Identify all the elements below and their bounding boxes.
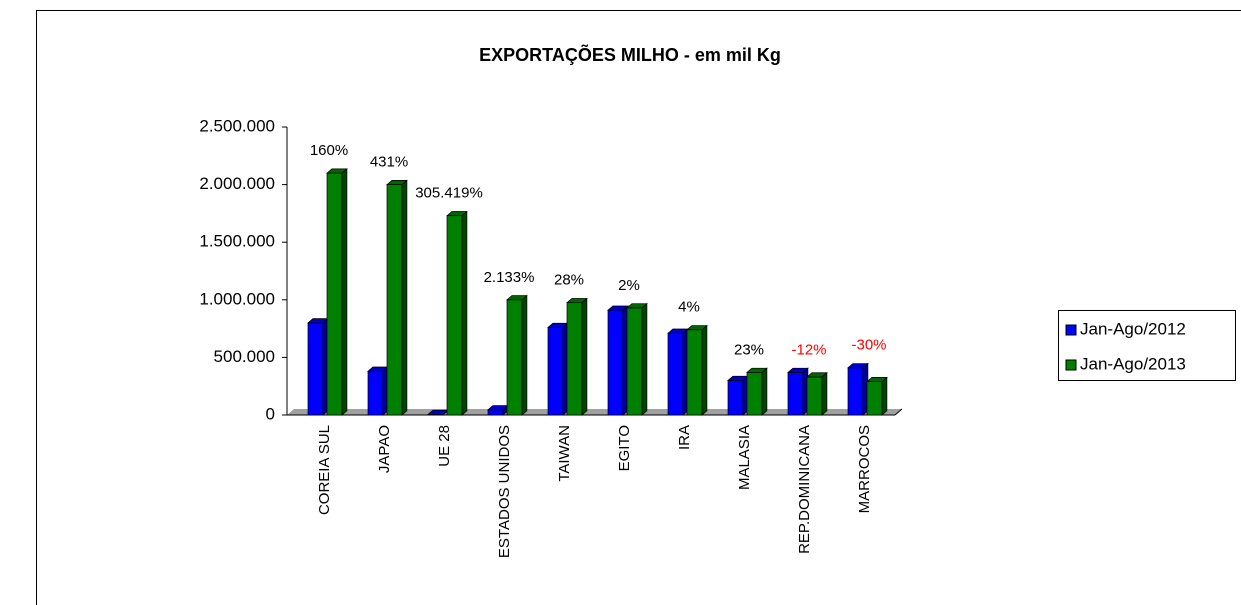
bar-top (506, 295, 528, 301)
bar-front (326, 172, 343, 416)
bar-front (446, 215, 463, 416)
x-tick-label: UE 28 (436, 425, 453, 467)
bar-side (881, 376, 888, 416)
bar (326, 168, 348, 416)
annotation: 305.419% (415, 185, 483, 202)
bar-front (386, 184, 403, 416)
x-tick-label: REP.DOMINICANA (796, 425, 813, 554)
bar-top (566, 298, 588, 304)
bar-front (686, 329, 703, 416)
bar-side (581, 297, 588, 416)
bar (386, 179, 408, 416)
x-tick-label: COREIA SUL (316, 425, 333, 515)
bar-top (607, 305, 629, 311)
x-tick-label: MALASIA (736, 425, 753, 490)
y-tick-label: 2.500.000 (199, 116, 275, 135)
bar-side (401, 179, 408, 416)
bar-front (806, 376, 823, 416)
bar (866, 376, 888, 416)
bar-top (626, 303, 648, 309)
x-tick-label: MARROCOS (856, 425, 873, 513)
legend-box (1058, 310, 1236, 381)
bar-front (787, 372, 804, 416)
annotation: 431% (370, 154, 408, 171)
bar (547, 322, 569, 416)
chart-title: EXPORTAÇÕES MILHO - em mil Kg (479, 44, 781, 65)
bar-top (446, 211, 468, 217)
annotation: 23% (734, 341, 764, 358)
bar-side (461, 210, 468, 416)
legend-swatch (1065, 324, 1077, 336)
x-tick-label: IRA (676, 425, 693, 450)
bar-top (847, 363, 869, 369)
bar-front (566, 302, 583, 416)
bar (367, 366, 389, 416)
y-tick-label: 1.500.000 (199, 232, 275, 251)
annotation: 28% (554, 272, 584, 289)
bar-top (386, 180, 408, 185)
bar-top (787, 367, 809, 373)
bar (506, 294, 528, 416)
bar-front (607, 309, 624, 416)
bar (847, 362, 869, 416)
annotation: 2.133% (484, 269, 535, 286)
bar-front (727, 380, 744, 416)
annotation: -12% (791, 341, 826, 358)
annotation: 4% (678, 299, 700, 316)
x-tick-label: EGITO (616, 425, 633, 471)
bar (727, 375, 749, 416)
bar-side (821, 372, 828, 416)
bar-top (746, 367, 768, 373)
annotation: -30% (851, 337, 886, 354)
legend-label: Jan-Ago/2013 (1080, 354, 1186, 373)
bar-front (307, 322, 324, 416)
x-tick-label: TAIWAN (556, 425, 573, 482)
bar-side (701, 324, 708, 416)
y-tick-label: 2.000.000 (199, 174, 275, 193)
x-tick-label: JAPAO (376, 425, 393, 473)
bar (746, 367, 768, 416)
y-tick-label: 1.000.000 (199, 289, 275, 308)
bar-side (761, 367, 768, 416)
bar-front (626, 307, 643, 416)
bar-top (866, 377, 888, 382)
y-tick-label: 0 (266, 404, 275, 423)
y-tick-label: 500.000 (214, 347, 275, 366)
bar (446, 210, 468, 416)
legend-label: Jan-Ago/2012 (1080, 319, 1186, 338)
bar-top (326, 168, 348, 174)
bar (787, 367, 809, 416)
x-tick-label: ESTADOS UNIDOS (496, 425, 513, 558)
bar-side (341, 168, 348, 416)
bar-top (686, 325, 708, 331)
bar (667, 328, 689, 416)
legend-swatch (1065, 359, 1077, 371)
bar (566, 297, 588, 416)
bar-front (847, 367, 864, 416)
x-axis-depth (894, 408, 903, 416)
bar-top (806, 372, 828, 378)
annotation: 2% (618, 277, 640, 294)
bar-front (367, 370, 384, 416)
bar-front (746, 372, 763, 416)
bar-front (866, 381, 883, 416)
bar-front (667, 332, 684, 416)
bar-front (506, 299, 523, 416)
bar (686, 324, 708, 416)
bar-side (521, 294, 528, 416)
bar-front (487, 409, 504, 416)
bar (307, 317, 329, 416)
bar-front (547, 327, 564, 416)
bar (487, 404, 509, 416)
bar (607, 305, 629, 416)
bar (806, 372, 828, 416)
bar (626, 302, 648, 416)
annotation: 160% (310, 142, 348, 159)
bar-side (641, 302, 648, 416)
